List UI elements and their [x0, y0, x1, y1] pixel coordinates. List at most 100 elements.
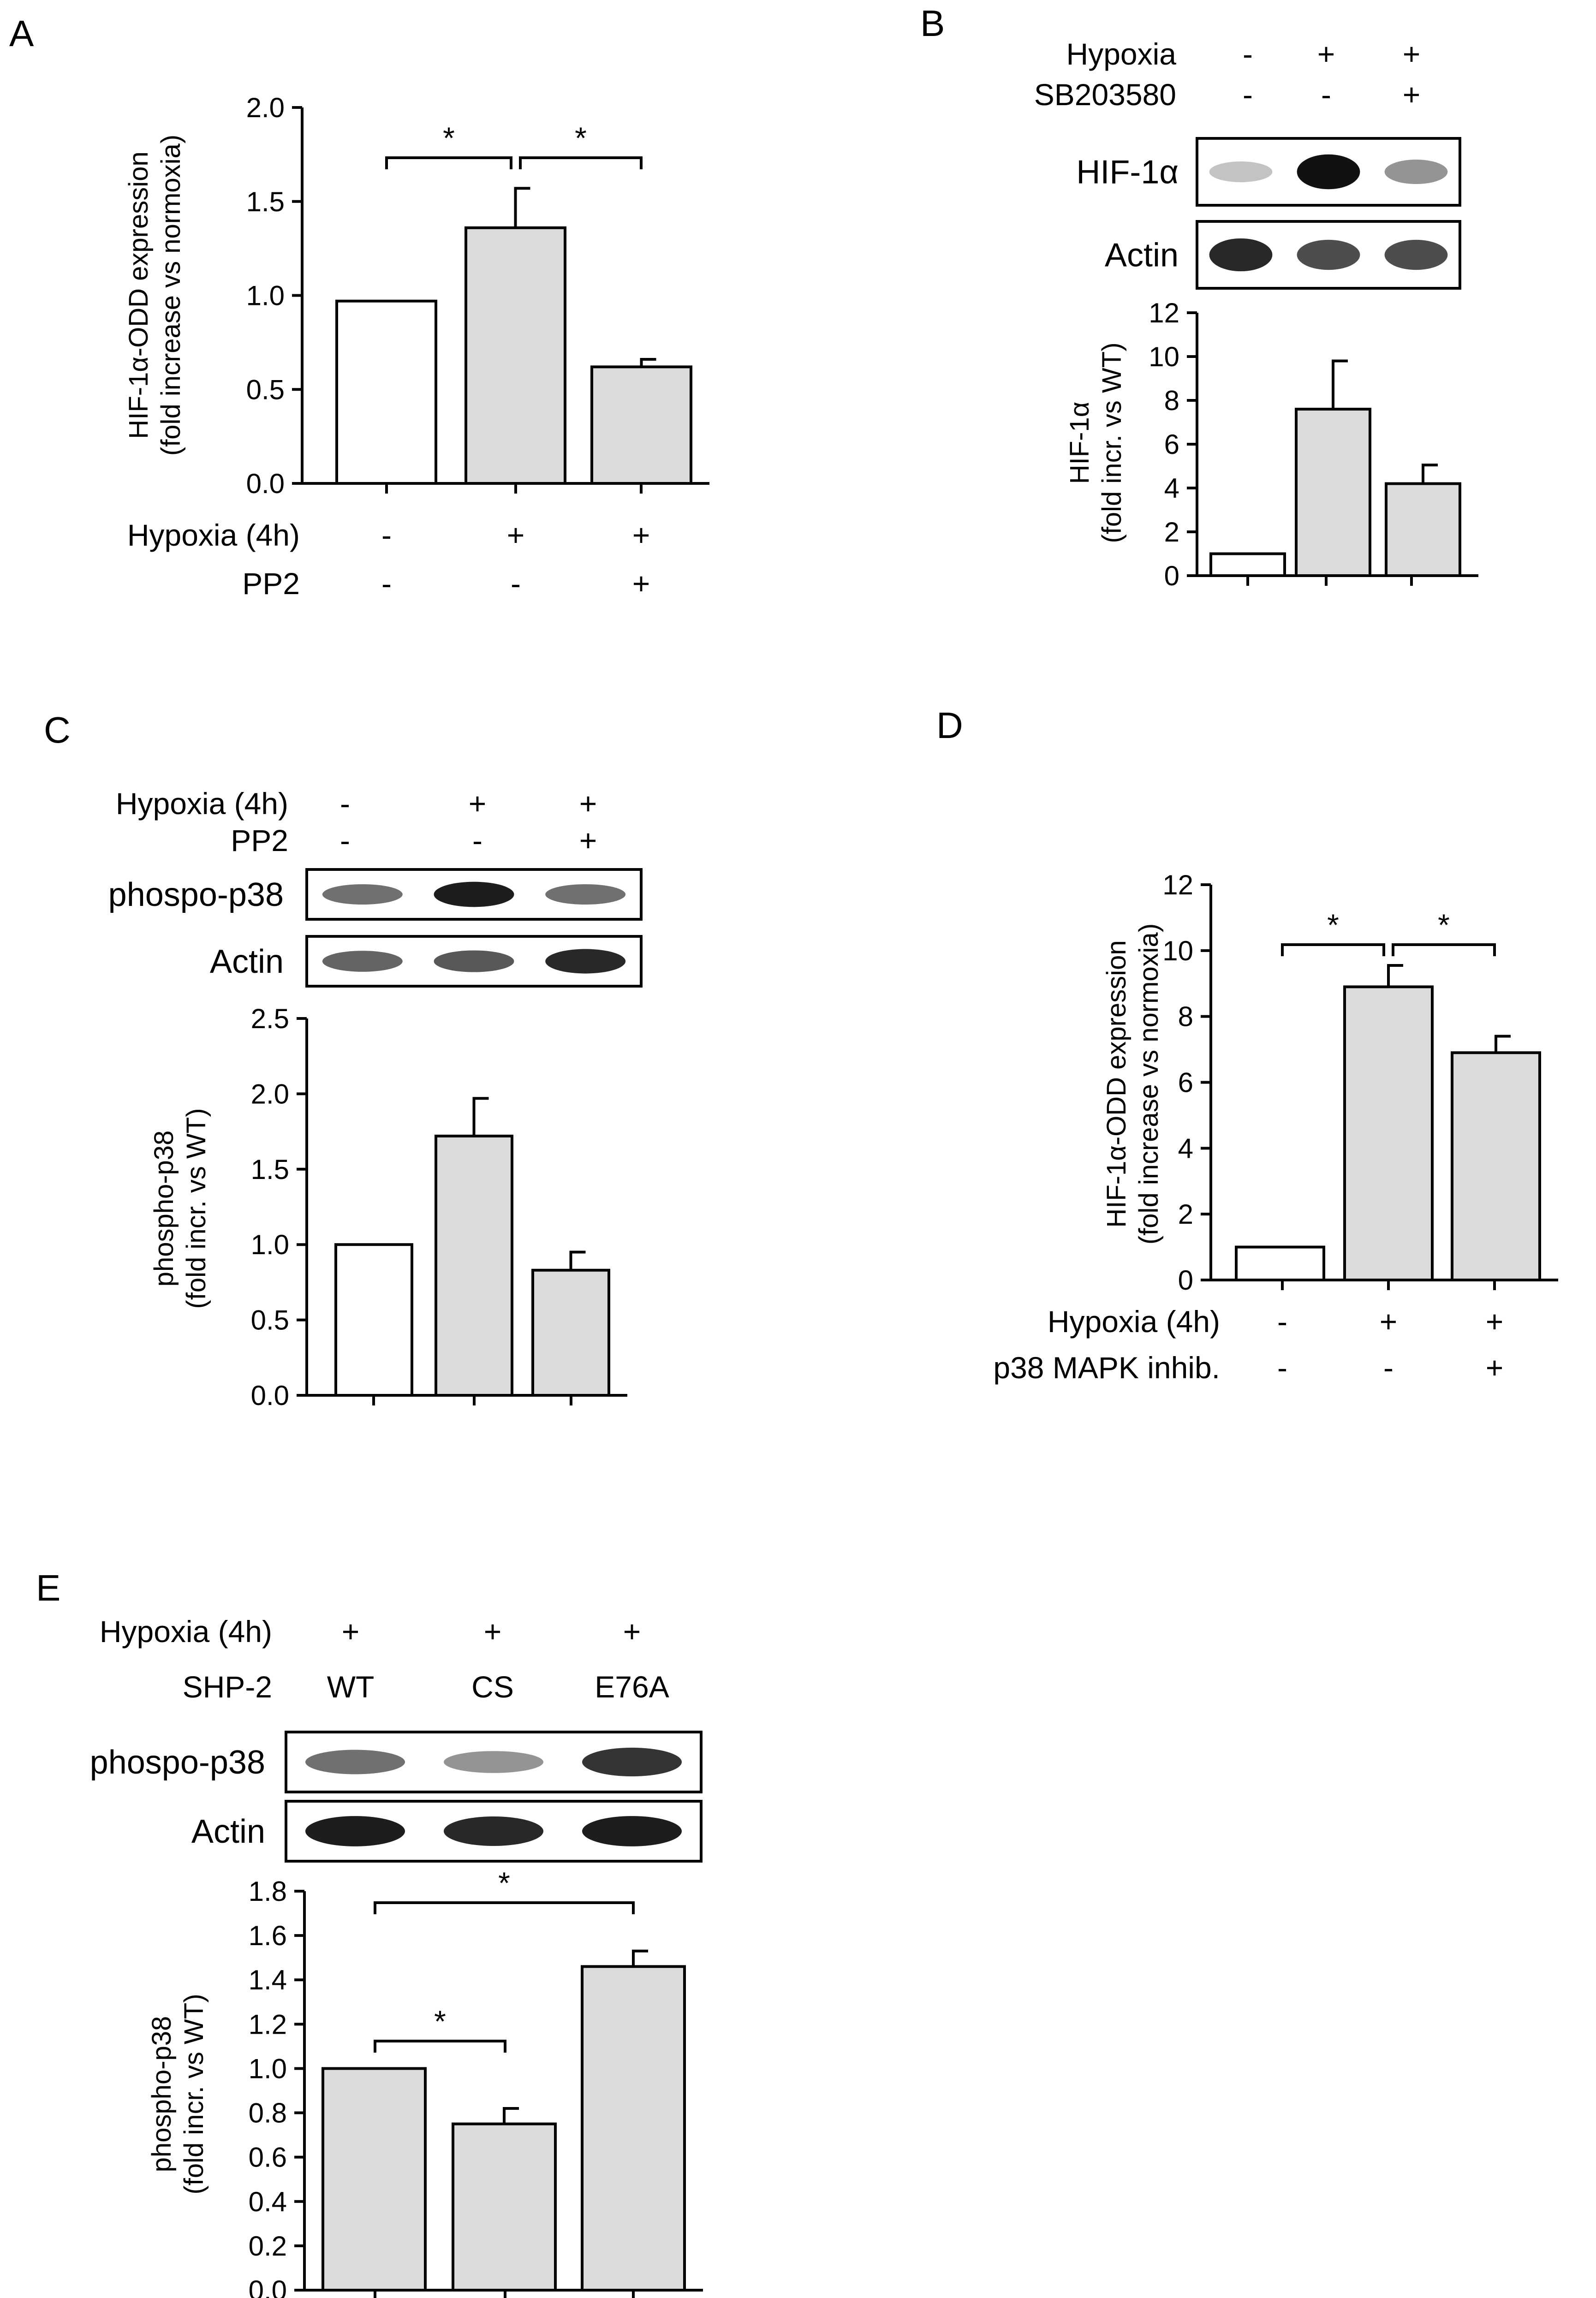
condition-sign: +: [1486, 1351, 1504, 1385]
bar: [1235, 1245, 1325, 1281]
condition-sign: +: [342, 1614, 360, 1649]
y-tick-label: 0: [1178, 1265, 1193, 1296]
blot-band: [444, 1816, 543, 1846]
panel-D: D 0 2 4 6 8 10 12 HIF-1α-ODD expression (fold inc…: [936, 705, 1558, 1385]
y-tick-label: 0.0: [249, 2275, 287, 2298]
bar: [531, 1268, 610, 1397]
y-axis-label-line: (fold incr. vs WT): [181, 1108, 211, 1309]
blot-label: Actin: [191, 1813, 265, 1850]
blot-label: Actin: [1105, 237, 1179, 274]
condition-sign: -: [1243, 77, 1253, 112]
condition-sign: WT: [327, 1670, 375, 1704]
y-axis-label-line: (fold incr. vs WT): [1097, 342, 1127, 543]
bar: [435, 1134, 513, 1397]
blot-label: HIF-1α: [1076, 154, 1179, 191]
y-tick-label: 0.5: [246, 374, 285, 405]
blot-label: phospo-p38: [108, 876, 284, 913]
condition-sign: -: [381, 518, 392, 552]
condition-sign: -: [1383, 1351, 1394, 1385]
condition-sign: CS: [471, 1670, 514, 1704]
condition-sign: +: [579, 786, 597, 821]
y-tick-label: 12: [1162, 869, 1193, 900]
y-tick-label: 8: [1164, 385, 1179, 416]
bar: [465, 226, 566, 485]
bar: [1343, 985, 1434, 1281]
y-axis-label-line: HIF-1α-ODD expression: [124, 151, 154, 439]
condition-label: Hypoxia (4h): [100, 1614, 272, 1649]
significance-bracket: [374, 2040, 506, 2053]
blot-label: Actin: [210, 943, 284, 980]
blot-band: [434, 950, 514, 972]
significance-star: *: [434, 2004, 446, 2038]
condition-sign: +: [1403, 77, 1421, 112]
condition-label: PP2: [231, 823, 288, 857]
significance-bracket: [519, 156, 643, 169]
y-tick-label: 2.0: [251, 1078, 289, 1109]
condition-sign: -: [1277, 1351, 1287, 1385]
panel-label: E: [36, 1567, 60, 1608]
condition-sign: -: [472, 823, 482, 857]
panel-label: B: [920, 3, 945, 44]
bar: [334, 1243, 413, 1397]
condition-label: Hypoxia (4h): [127, 518, 300, 552]
y-tick-label: 0.5: [251, 1305, 289, 1336]
panel-A: A 0.0 0.5 1.0 1.5 2.0 HIF-1α-ODD expression (fo…: [9, 13, 709, 601]
y-tick-label: 6: [1164, 429, 1179, 460]
panel-label: D: [936, 705, 963, 746]
blot-band: [322, 951, 403, 972]
y-axis-label-line: phospho-p38: [149, 1131, 179, 1287]
blot-band: [582, 1747, 682, 1777]
y-tick-label: 0.0: [251, 1380, 289, 1411]
y-axis-label: phospho-p38 (fold incr. vs WT): [149, 1108, 211, 1309]
y-tick-label: 1.5: [251, 1154, 289, 1185]
significance-bracket: [374, 1901, 635, 1914]
y-tick-label: 2.0: [246, 92, 285, 123]
condition-label: SHP-2: [183, 1670, 272, 1704]
blot-band: [1297, 154, 1360, 190]
condition-label: Hypoxia (4h): [1048, 1304, 1220, 1339]
condition-sign: -: [340, 786, 350, 821]
blot-band: [545, 884, 626, 905]
y-tick-label: 0.2: [249, 2231, 287, 2262]
y-tick-label: 2.5: [251, 1003, 289, 1034]
bar: [1209, 552, 1286, 577]
y-tick-label: 0: [1164, 560, 1179, 591]
condition-sign: +: [623, 1614, 641, 1649]
y-tick-label: 1.0: [251, 1229, 289, 1260]
y-tick-label: 1.6: [249, 1920, 287, 1951]
y-tick-label: 10: [1162, 935, 1193, 966]
significance-star: *: [1327, 908, 1339, 942]
condition-sign: -: [511, 566, 521, 601]
y-axis-label: phospho-p38 (fold incr. vs WT): [147, 1994, 209, 2194]
bar: [322, 2067, 427, 2292]
panel-label: C: [44, 709, 71, 750]
bar: [581, 1965, 686, 2292]
condition-label: Hypoxia: [1066, 37, 1177, 71]
blot-band: [1297, 239, 1360, 270]
condition-sign: E76A: [595, 1670, 669, 1704]
blot-band: [322, 884, 403, 905]
condition-sign: +: [1380, 1304, 1398, 1339]
y-tick-label: 1.0: [249, 2053, 287, 2084]
condition-sign: +: [507, 518, 525, 552]
y-tick-label: 0.0: [246, 468, 285, 499]
significance-bracket: [385, 156, 512, 169]
blot-band: [305, 1750, 405, 1774]
y-axis-label-line: (fold increase vs normoxia): [156, 135, 186, 456]
condition-sign: -: [1243, 37, 1253, 71]
y-axis-label-line: phospho-p38: [147, 2016, 177, 2173]
y-tick-label: 1.4: [249, 1965, 287, 1995]
panel-label: A: [9, 13, 34, 54]
y-axis-label-line: HIF-1α-ODD expression: [1102, 940, 1131, 1227]
y-axis-label-line: HIF-1α: [1065, 402, 1095, 484]
condition-label: PP2: [242, 566, 300, 601]
panel-C: C 0.0 0.5 1.0 1.5 2.0 2.5 phospho-p38 (fold incr…: [44, 709, 643, 1411]
blot-band: [434, 881, 514, 907]
y-axis-label: HIF-1α (fold incr. vs WT): [1065, 342, 1127, 543]
significance-bracket: [1392, 943, 1496, 956]
panel-E: E 0.0 0.2 0.4 0.6 0.8 1.0 1.2 1.4 1.6 1.8 phospho-p…: [36, 1567, 703, 2298]
y-tick-label: 1.5: [246, 186, 285, 217]
y-tick-label: 4: [1164, 473, 1179, 504]
